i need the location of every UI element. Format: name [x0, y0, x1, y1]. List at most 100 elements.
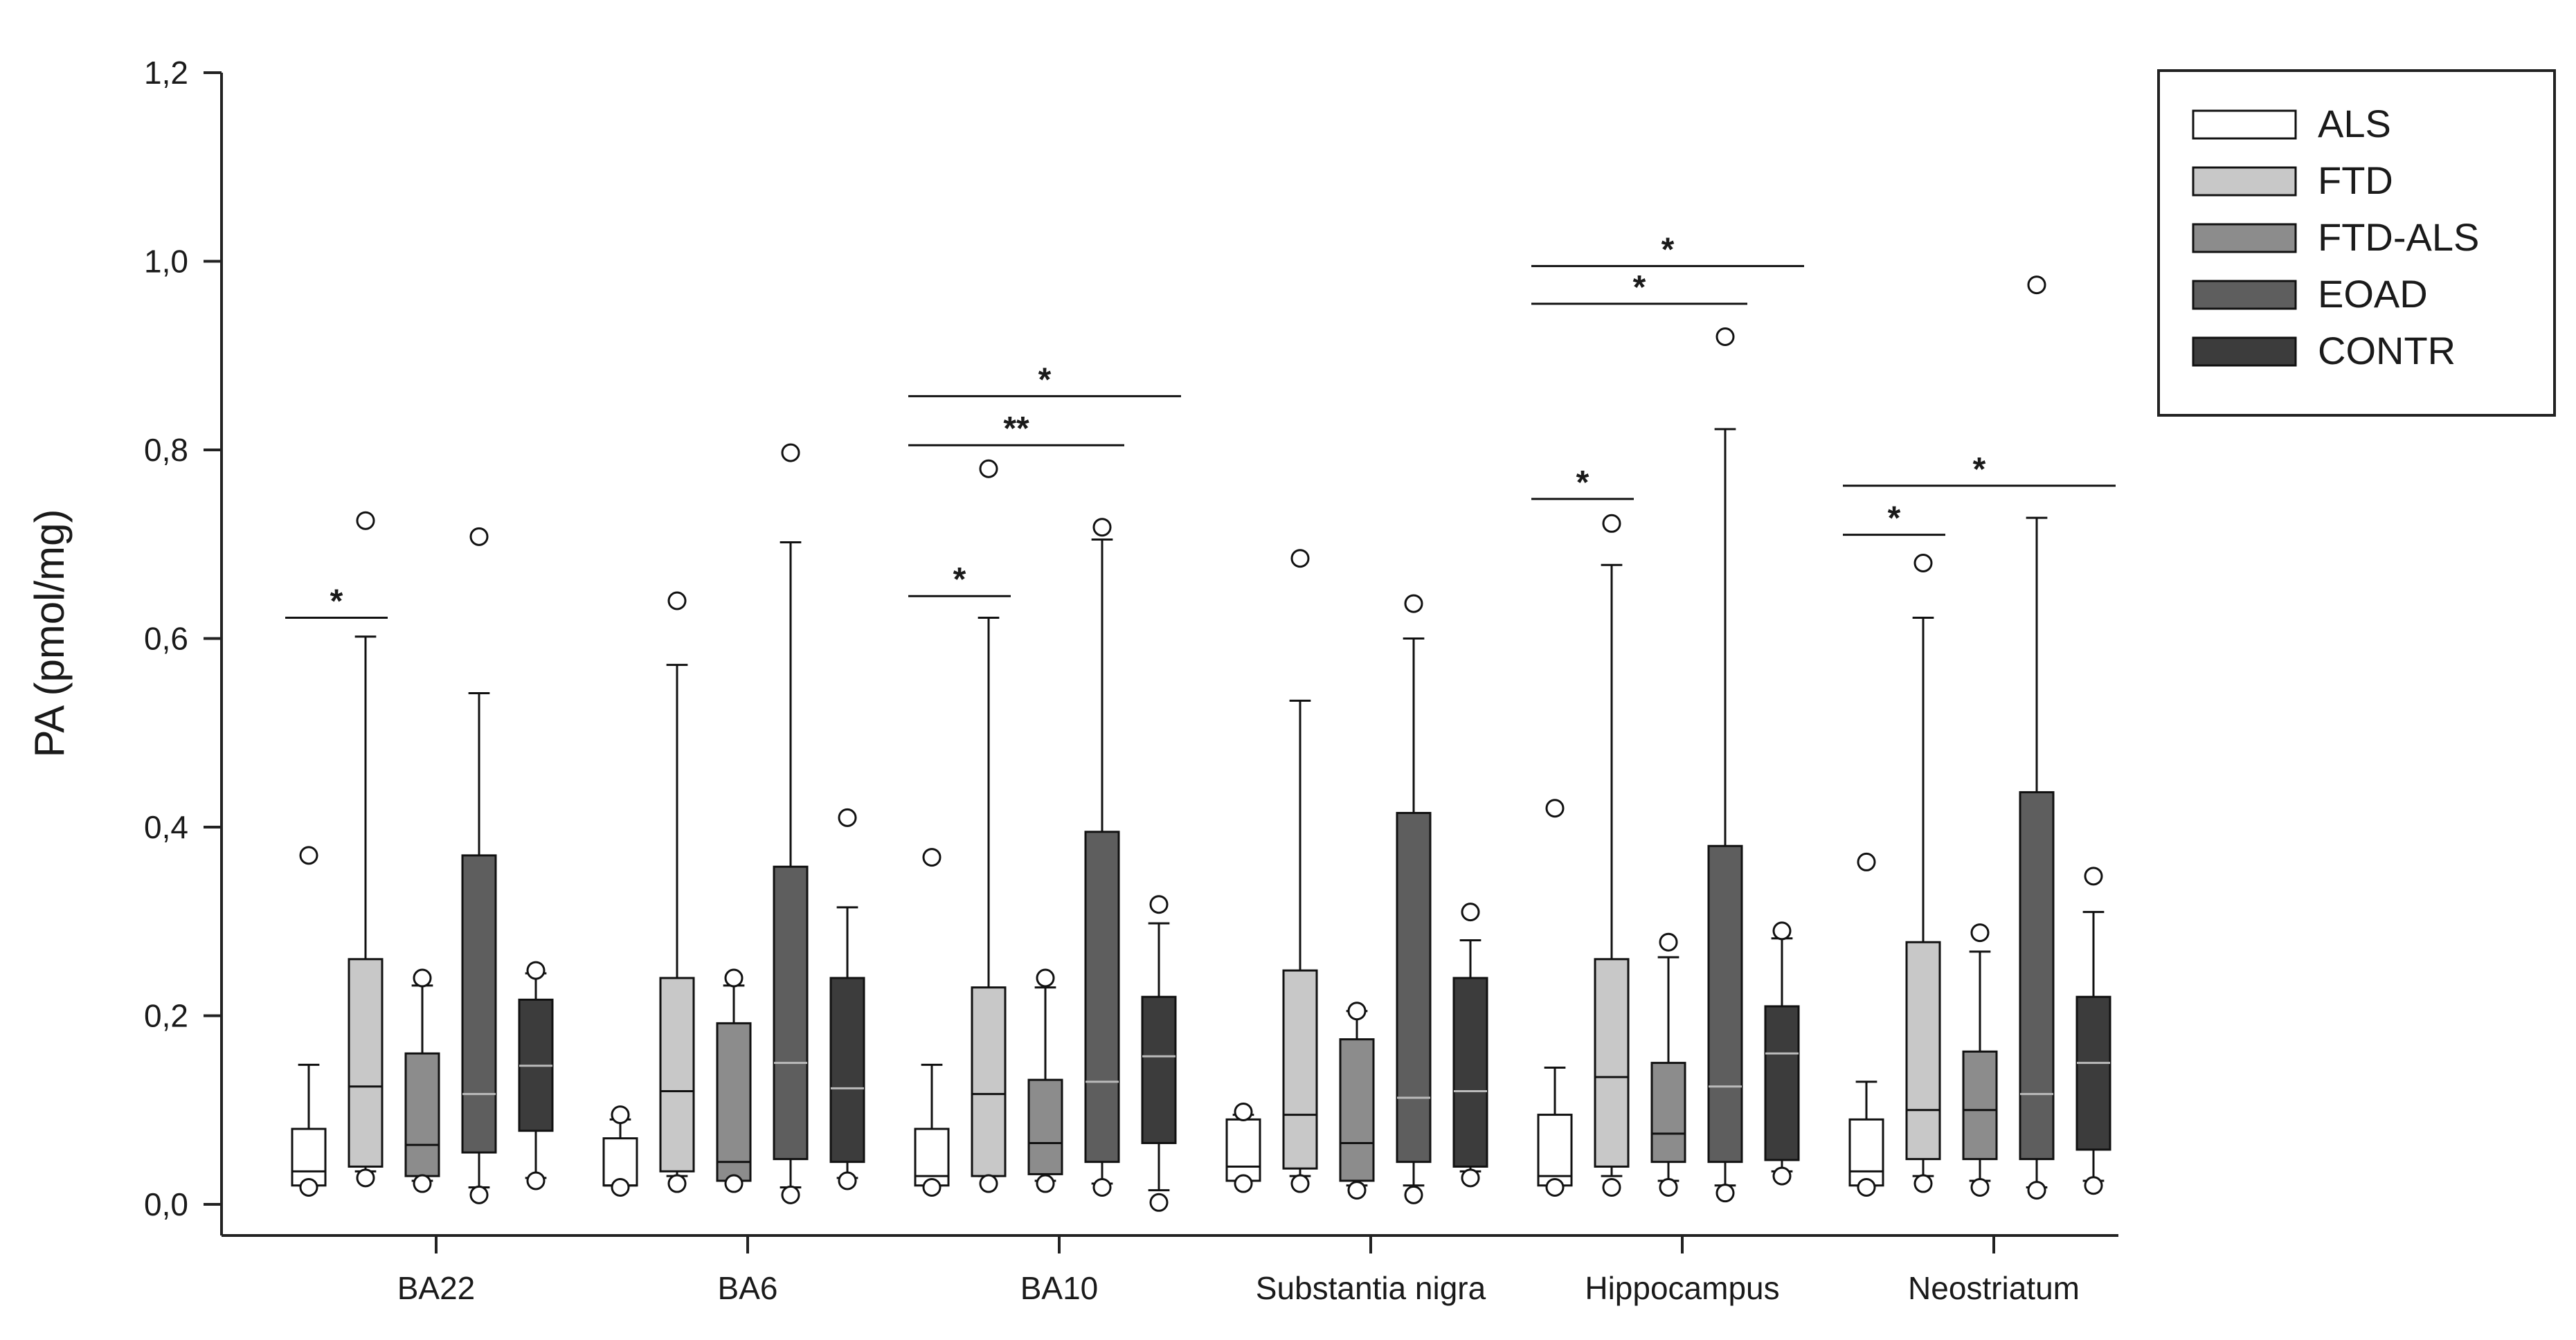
legend: ALS FTD FTD-ALS EOAD CONTR: [2157, 69, 2556, 417]
outlier-point: [356, 511, 375, 530]
box-iqr: [1141, 995, 1177, 1144]
significance-label: *: [1633, 269, 1646, 306]
outlier-point: [1234, 1174, 1253, 1193]
significance-label: *: [1973, 451, 1986, 488]
outlier-point: [1913, 1174, 1933, 1193]
outlier-point: [1404, 594, 1423, 613]
outlier-point: [724, 1174, 744, 1193]
outlier-point: [2084, 1176, 2103, 1195]
box-iqr: [1339, 1038, 1375, 1182]
outlier-point: [979, 459, 998, 478]
outlier-point: [1036, 968, 1055, 988]
legend-label: FTD: [2318, 159, 2393, 202]
outlier-point: [1857, 852, 1876, 871]
significance-label: *: [1661, 231, 1675, 268]
y-tick-label: 0,6: [144, 621, 188, 657]
significance-label: *: [1576, 464, 1589, 501]
box-iqr: [1396, 812, 1432, 1164]
legend-label: EOAD: [2318, 272, 2428, 316]
outlier-point: [1545, 799, 1565, 818]
outlier-point: [1347, 1002, 1367, 1021]
outlier-point: [1036, 1174, 1055, 1193]
box-ftd-1: [348, 511, 384, 1188]
box-eoad-4: [1396, 594, 1432, 1204]
outlier-point: [413, 968, 432, 988]
box-iqr: [1707, 844, 1743, 1164]
legend-swatch: [2192, 223, 2297, 253]
box-iqr: [1282, 969, 1318, 1170]
significance-bracket: *: [908, 561, 1011, 598]
legend-swatch: [2192, 280, 2297, 310]
outlier-point: [1602, 1177, 1621, 1197]
significance-group: **********: [285, 231, 2116, 620]
outlier-point: [781, 1185, 800, 1204]
box-ftd-4: [1282, 549, 1318, 1193]
box-iqr: [1848, 1118, 1884, 1187]
box-ftd-als-1: [404, 968, 440, 1193]
outlier-point: [838, 808, 857, 827]
significance-bracket: *: [908, 361, 1181, 398]
box-iqr: [1962, 1050, 1998, 1161]
outlier-point: [1913, 554, 1933, 572]
outlier-point: [1772, 921, 1792, 941]
box-iqr: [2019, 791, 2055, 1161]
box-iqr: [1027, 1078, 1063, 1175]
y-tick-label: 1,0: [144, 244, 188, 280]
outlier-point: [1290, 1174, 1310, 1193]
outlier-point: [979, 1174, 998, 1193]
outlier-point: [2027, 1181, 2046, 1200]
box-als-1: [291, 846, 327, 1197]
outlier-point: [526, 961, 546, 980]
box-iqr: [461, 854, 497, 1154]
box-ftd-als-3: [1027, 968, 1063, 1193]
significance-label: *: [953, 561, 966, 598]
y-tick-label: 1,2: [144, 55, 188, 91]
box-contr-6: [2075, 867, 2111, 1195]
box-iqr: [716, 1022, 752, 1182]
significance-bracket: *: [1843, 500, 1945, 537]
axes-group: 0,0 0,2 0,4 0,6 0,8 1,0 1,2 BA22 BA6 BA10 Substant…: [144, 55, 2118, 1306]
box-als-2: [602, 1105, 638, 1197]
box-ftd-3: [971, 459, 1007, 1193]
outlier-point: [1461, 903, 1480, 922]
outlier-point: [611, 1105, 630, 1125]
legend-item-ftd-als: FTD-ALS: [2192, 215, 2479, 259]
outlier-point: [667, 1174, 687, 1193]
outlier-point: [1715, 327, 1735, 346]
outlier-point: [1092, 518, 1112, 537]
outlier-point: [1545, 1177, 1565, 1197]
box-iqr: [1594, 958, 1630, 1168]
box-eoad-5: [1707, 327, 1743, 1203]
box-ftd-als-2: [716, 968, 752, 1193]
outlier-point: [724, 968, 744, 988]
outlier-point: [667, 591, 687, 610]
significance-label: *: [1888, 500, 1901, 537]
x-tick-label: BA22: [397, 1270, 476, 1306]
box-contr-2: [829, 808, 865, 1190]
legend-label: FTD-ALS: [2318, 215, 2479, 259]
box-iqr: [1225, 1118, 1261, 1182]
outlier-point: [1149, 1193, 1169, 1212]
outlier-point: [611, 1177, 630, 1197]
box-iqr: [404, 1052, 440, 1177]
outlier-point: [1461, 1168, 1480, 1188]
box-iqr: [971, 986, 1007, 1177]
box-eoad-1: [461, 527, 497, 1204]
box-ftd-6: [1905, 554, 1941, 1193]
outlier-point: [1234, 1102, 1253, 1121]
box-ftd-als-5: [1650, 932, 1686, 1197]
box-ftd-als-6: [1962, 923, 1998, 1197]
outlier-point: [2084, 867, 2103, 886]
box-contr-5: [1764, 921, 1800, 1186]
significance-bracket: *: [1531, 269, 1747, 306]
outlier-point: [838, 1171, 857, 1190]
outlier-point: [1347, 1181, 1367, 1200]
significance-label: **: [1003, 410, 1029, 447]
box-ftd-5: [1594, 514, 1630, 1197]
outlier-point: [1970, 1177, 1990, 1197]
outlier-point: [1659, 1177, 1678, 1197]
x-tick-label: Neostriatum: [1908, 1270, 2080, 1306]
legend-swatch: [2192, 166, 2297, 197]
x-tick-label: Substantia nigra: [1256, 1270, 1486, 1306]
